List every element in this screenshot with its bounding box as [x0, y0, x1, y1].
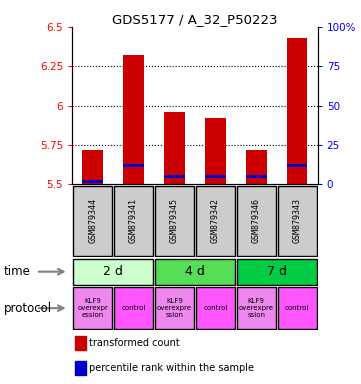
Text: control: control — [121, 305, 146, 311]
Bar — [75, 361, 86, 375]
Text: control: control — [203, 305, 227, 311]
Bar — [82, 150, 103, 184]
Text: KLF9
overexpre
ssion: KLF9 overexpre ssion — [239, 298, 274, 318]
Bar — [73, 186, 112, 256]
Bar — [73, 287, 112, 329]
Title: GDS5177 / A_32_P50223: GDS5177 / A_32_P50223 — [112, 13, 278, 26]
Text: KLF9
overexpr
ession: KLF9 overexpr ession — [77, 298, 108, 318]
Text: 4 d: 4 d — [185, 265, 205, 278]
Bar — [246, 150, 266, 184]
Text: GSM879344: GSM879344 — [88, 198, 97, 243]
Text: KLF9
overexpre
ssion: KLF9 overexpre ssion — [157, 298, 192, 318]
Bar — [205, 118, 226, 184]
Bar — [196, 287, 235, 329]
Text: protocol: protocol — [4, 302, 52, 314]
Text: 2 d: 2 d — [103, 265, 123, 278]
Text: GSM879341: GSM879341 — [129, 198, 138, 243]
Bar — [237, 259, 317, 285]
Bar — [155, 186, 194, 256]
Bar — [287, 38, 308, 184]
Text: GSM879342: GSM879342 — [211, 198, 220, 243]
Bar — [237, 287, 276, 329]
Bar — [114, 287, 153, 329]
Bar — [196, 186, 235, 256]
Bar — [237, 186, 276, 256]
Bar — [246, 175, 266, 178]
Text: percentile rank within the sample: percentile rank within the sample — [90, 363, 255, 373]
Bar — [278, 287, 317, 329]
Text: control: control — [285, 305, 309, 311]
Bar — [278, 186, 317, 256]
Bar — [75, 336, 86, 350]
Bar — [205, 175, 226, 178]
Bar — [123, 55, 144, 184]
Bar — [164, 175, 185, 178]
Text: GSM879345: GSM879345 — [170, 198, 179, 243]
Bar — [164, 112, 185, 184]
Text: GSM879346: GSM879346 — [252, 198, 261, 243]
Bar — [155, 259, 235, 285]
Text: GSM879343: GSM879343 — [293, 198, 302, 243]
Bar — [155, 287, 194, 329]
Text: time: time — [4, 265, 30, 278]
Text: transformed count: transformed count — [90, 338, 180, 348]
Bar — [73, 259, 153, 285]
Bar — [287, 164, 308, 167]
Bar — [114, 186, 153, 256]
Bar — [123, 164, 144, 167]
Bar — [82, 180, 103, 182]
Text: 7 d: 7 d — [267, 265, 287, 278]
